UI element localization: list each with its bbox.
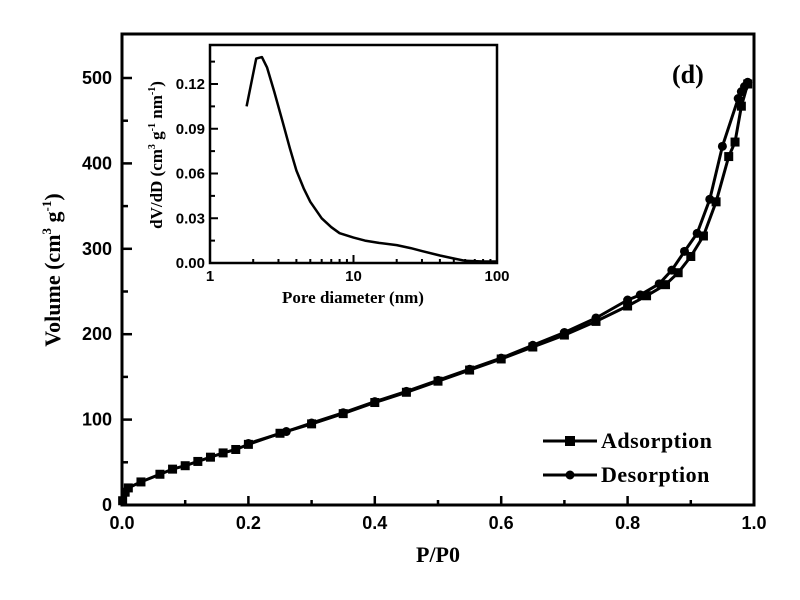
adsorption-point — [736, 101, 746, 111]
desorption-point — [705, 194, 715, 204]
desorption-point — [496, 353, 506, 363]
adsorption-point — [724, 152, 734, 162]
adsorption-point — [711, 197, 721, 207]
y-tick-label: 500 — [82, 68, 112, 88]
legend-item-desorption: Desorption — [543, 462, 710, 487]
series-line-desorption — [247, 81, 749, 445]
adsorption-point — [218, 448, 228, 458]
x-tick-label: 0.4 — [362, 513, 387, 533]
adsorption-point — [686, 251, 696, 261]
inset-plot: 1 10 100 0.00 0.03 0.06 0.09 0.12 Pore diameter… — [147, 43, 510, 307]
y-axis-title-mid: g — [40, 211, 65, 228]
y-tick-label: 200 — [82, 324, 112, 344]
y-axis-title-prefix: Volume (cm — [40, 234, 65, 346]
inset-plot-frame — [208, 43, 499, 265]
inset-x-tick-label: 1 — [206, 268, 214, 285]
legend-marker-circle — [565, 470, 575, 480]
adsorption-point — [136, 477, 146, 487]
y-tick-label: 0 — [102, 495, 112, 515]
desorption-point — [433, 375, 443, 385]
desorption-point — [281, 427, 291, 437]
inset-tick-labels: 1 10 100 0.00 0.03 0.06 0.09 0.12 — [176, 76, 510, 285]
adsorption-point — [193, 456, 203, 466]
desorption-point — [338, 408, 348, 418]
inset-y-tick-label: 0.03 — [176, 210, 205, 227]
desorption-point — [679, 246, 689, 256]
inset-y-title-mid2: nm — [147, 95, 166, 123]
main-tick-labels: 0.0 0.2 0.4 0.6 0.8 1.0 0 100 200 300 400 500 — [82, 68, 767, 533]
adsorption-point — [118, 496, 128, 506]
adsorption-point — [123, 483, 133, 493]
inset-y-tick-label: 0.12 — [176, 76, 205, 93]
panel-label: (d) — [672, 60, 704, 89]
desorption-point — [733, 93, 743, 103]
y-tick-label: 100 — [82, 410, 112, 430]
inset-y-tick-label: 0.00 — [176, 255, 205, 272]
adsorption-point — [698, 231, 708, 241]
adsorption-point — [231, 444, 241, 454]
legend-label-desorption: Desorption — [601, 462, 710, 487]
desorption-point — [667, 265, 677, 275]
inset-y-title-prefix: dV/dD (cm — [147, 149, 166, 229]
inset-x-axis-title: Pore diameter (nm) — [282, 288, 424, 307]
adsorption-point — [168, 464, 178, 474]
x-tick-label: 0.2 — [236, 513, 261, 533]
y-axis-title: Volume (cm3 g-1) — [39, 193, 65, 346]
adsorption-point — [623, 301, 633, 311]
adsorption-point — [730, 137, 740, 147]
desorption-point — [591, 313, 601, 323]
y-axis-title-sup2: -1 — [39, 201, 54, 212]
legend-marker-square — [565, 436, 575, 446]
adsorption-point — [661, 280, 671, 290]
x-tick-label: 0.0 — [109, 513, 134, 533]
desorption-point — [370, 397, 380, 407]
legend: Adsorption Desorption — [543, 428, 712, 487]
desorption-point — [736, 87, 746, 97]
desorption-point — [465, 364, 475, 374]
x-axis-title: P/P0 — [416, 542, 460, 567]
desorption-point — [307, 418, 317, 428]
desorption-point — [692, 228, 702, 238]
legend-label-adsorption: Adsorption — [601, 428, 712, 453]
inset-y-tick-label: 0.09 — [176, 121, 205, 138]
legend-item-adsorption: Adsorption — [543, 428, 712, 453]
y-axis-title-sup1: 3 — [39, 227, 54, 234]
y-tick-label: 400 — [82, 153, 112, 173]
x-tick-label: 0.6 — [489, 513, 514, 533]
inset-y-title-sup2: -1 — [147, 123, 158, 131]
inset-y-axis-title: dV/dD (cm3 g-1 nm-1) — [147, 81, 166, 229]
y-axis-title-suffix: ) — [40, 193, 65, 200]
desorption-point — [623, 295, 633, 305]
inset-y-title-sup3: -1 — [147, 87, 158, 95]
inset-series-line — [245, 55, 497, 263]
desorption-point — [654, 279, 664, 289]
desorption-point — [717, 141, 727, 151]
adsorption-point — [642, 291, 652, 301]
x-tick-label: 0.8 — [615, 513, 640, 533]
adsorption-point — [155, 469, 165, 479]
adsorption-point — [180, 461, 190, 471]
y-tick-label: 300 — [82, 239, 112, 259]
inset-y-tick-label: 0.06 — [176, 166, 205, 183]
inset-y-title-suffix: ) — [147, 81, 166, 87]
inset-y-title-sup1: 3 — [147, 144, 158, 149]
inset-x-tick-label: 10 — [345, 268, 362, 285]
main-series — [118, 77, 753, 506]
inset-series — [245, 55, 497, 263]
adsorption-point — [205, 452, 215, 462]
inset-x-tick-label: 100 — [484, 268, 509, 285]
desorption-point — [559, 327, 569, 337]
desorption-point — [528, 340, 538, 350]
adsorption-point — [673, 268, 683, 278]
desorption-point — [635, 290, 645, 300]
x-tick-label: 1.0 — [741, 513, 766, 533]
desorption-point — [401, 386, 411, 396]
desorption-point — [243, 439, 253, 449]
inset-y-title-mid: g — [147, 131, 166, 144]
